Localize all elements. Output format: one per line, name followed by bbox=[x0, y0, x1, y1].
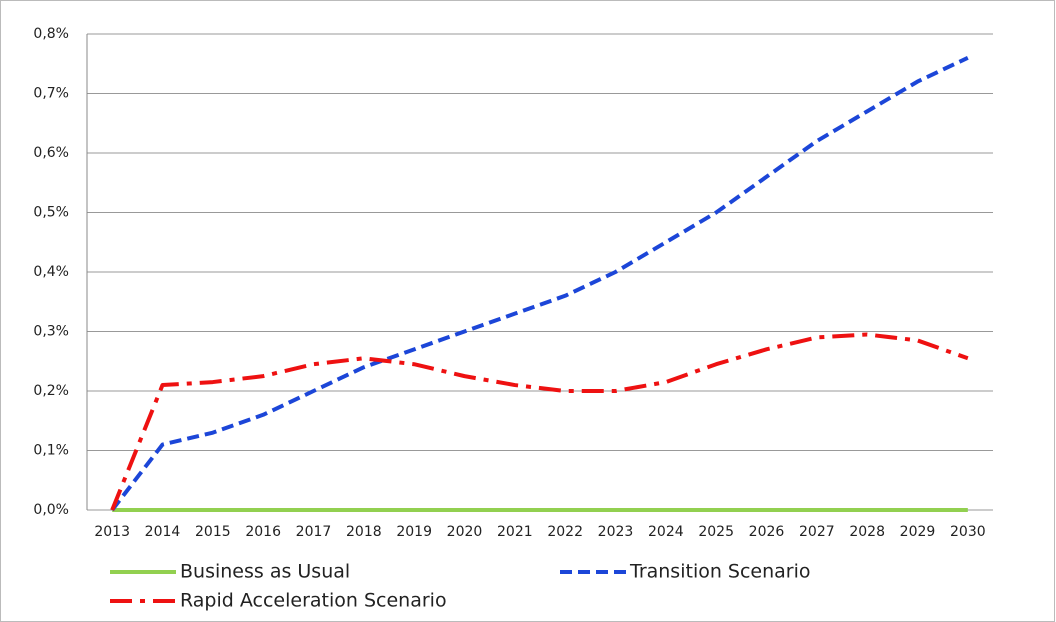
y-tick-label: 0,6% bbox=[33, 145, 69, 161]
y-tick-label: 0,7% bbox=[33, 86, 69, 102]
x-tick-label: 2027 bbox=[799, 524, 835, 540]
series-line bbox=[110, 332, 969, 511]
x-tick-label: 2030 bbox=[950, 524, 986, 540]
x-tick-label: 2025 bbox=[698, 524, 734, 540]
legend-label: Rapid Acceleration Scenario bbox=[180, 590, 447, 612]
x-tick-label: 2022 bbox=[547, 524, 583, 540]
x-tick-label: 2029 bbox=[900, 524, 936, 540]
y-tick-label: 0,8% bbox=[33, 26, 69, 42]
x-tick-label: 2013 bbox=[94, 524, 130, 540]
x-tick-label: 2021 bbox=[497, 524, 533, 540]
x-tick-label: 2020 bbox=[447, 524, 483, 540]
y-tick-label: 0,1% bbox=[33, 443, 69, 459]
x-tick-label: 2023 bbox=[598, 524, 634, 540]
x-tick-label: 2018 bbox=[346, 524, 382, 540]
x-tick-label: 2014 bbox=[145, 524, 181, 540]
x-tick-label: 2015 bbox=[195, 524, 231, 540]
x-tick-label: 2016 bbox=[245, 524, 281, 540]
legend-label: Transition Scenario bbox=[629, 561, 811, 583]
x-tick-label: 2026 bbox=[749, 524, 785, 540]
y-tick-label: 0,3% bbox=[33, 324, 69, 340]
y-tick-label: 0,2% bbox=[33, 383, 69, 399]
x-tick-label: 2028 bbox=[849, 524, 885, 540]
x-tick-label: 2017 bbox=[296, 524, 332, 540]
y-tick-label: 0,5% bbox=[33, 205, 69, 221]
series-line bbox=[110, 55, 969, 512]
legend-label: Business as Usual bbox=[180, 561, 350, 583]
x-tick-label: 2024 bbox=[648, 524, 684, 540]
x-tick-label: 2019 bbox=[396, 524, 432, 540]
y-tick-label: 0,0% bbox=[33, 502, 69, 518]
y-tick-label: 0,4% bbox=[33, 264, 69, 280]
